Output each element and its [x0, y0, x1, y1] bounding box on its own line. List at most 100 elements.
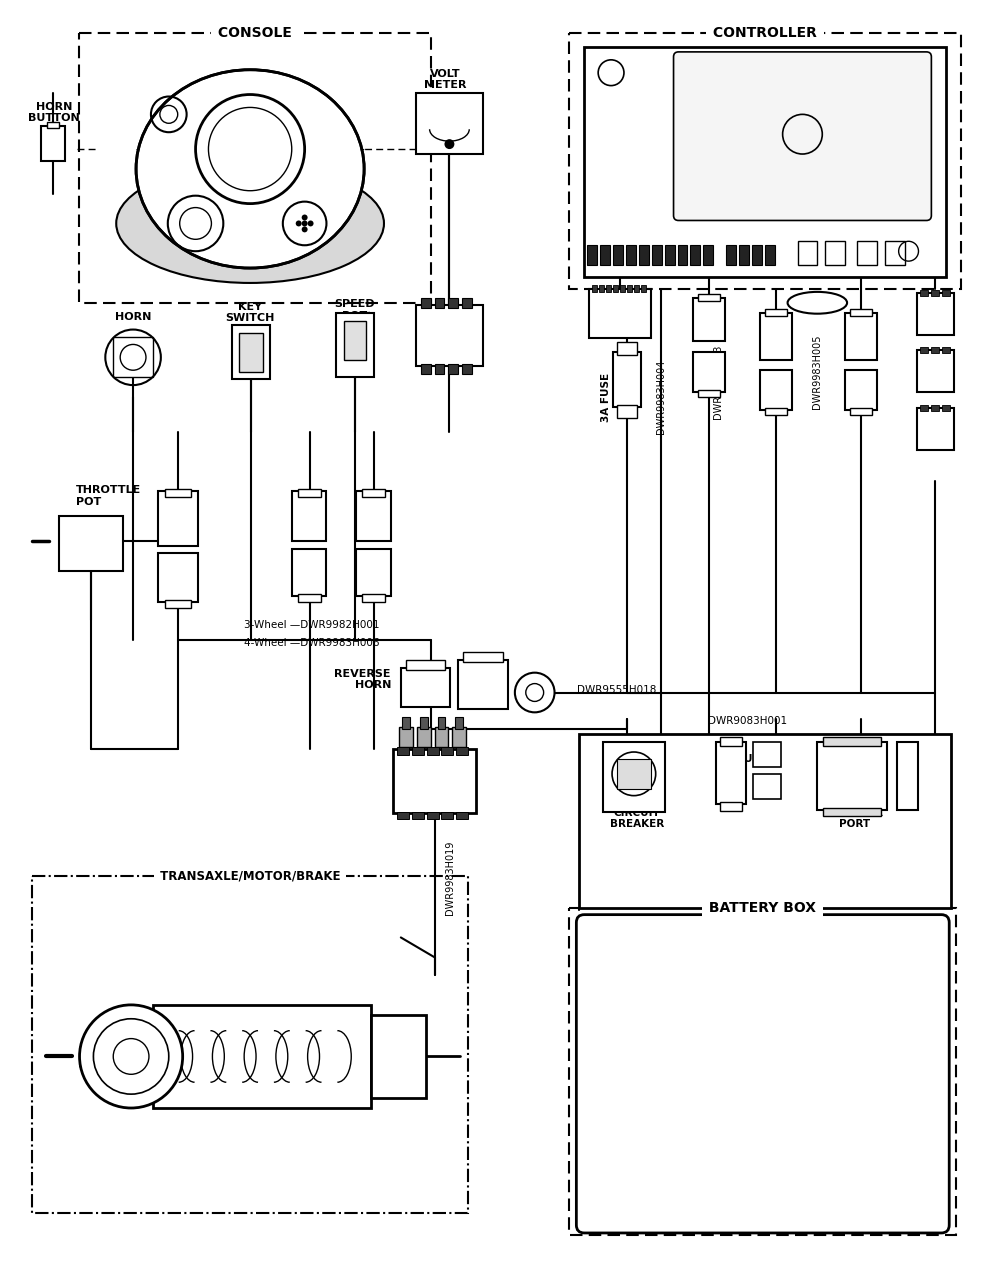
- Polygon shape: [592, 285, 597, 291]
- Polygon shape: [920, 347, 928, 353]
- Polygon shape: [931, 290, 939, 295]
- Polygon shape: [587, 246, 597, 265]
- Polygon shape: [298, 489, 321, 497]
- Text: BATTERY BOX: BATTERY BOX: [704, 901, 821, 915]
- Text: 3-Wheel —DWR9982H001: 3-Wheel —DWR9982H001: [244, 620, 380, 630]
- Polygon shape: [292, 549, 326, 597]
- Polygon shape: [599, 1067, 926, 1126]
- Text: REVERSE
HORN: REVERSE HORN: [334, 669, 391, 691]
- Polygon shape: [362, 489, 385, 497]
- Polygon shape: [920, 290, 928, 295]
- Polygon shape: [613, 352, 641, 407]
- Polygon shape: [292, 492, 326, 541]
- Polygon shape: [344, 321, 366, 360]
- Text: 5A FUSE: 5A FUSE: [718, 754, 768, 764]
- Polygon shape: [739, 246, 749, 265]
- Polygon shape: [462, 298, 472, 308]
- Polygon shape: [438, 717, 445, 730]
- Polygon shape: [401, 668, 450, 707]
- Polygon shape: [613, 285, 618, 291]
- Polygon shape: [402, 717, 410, 730]
- Circle shape: [80, 1005, 183, 1109]
- Polygon shape: [412, 748, 424, 755]
- Circle shape: [308, 220, 314, 227]
- Polygon shape: [603, 742, 665, 811]
- Text: KEY
SWITCH: KEY SWITCH: [225, 302, 275, 323]
- Polygon shape: [427, 811, 439, 820]
- Polygon shape: [920, 405, 928, 411]
- Polygon shape: [693, 352, 725, 392]
- Polygon shape: [393, 749, 476, 813]
- Polygon shape: [462, 365, 472, 374]
- Polygon shape: [726, 246, 736, 265]
- Circle shape: [444, 139, 454, 150]
- Polygon shape: [752, 246, 762, 265]
- Polygon shape: [427, 748, 439, 755]
- Text: SPEED
POT: SPEED POT: [334, 299, 375, 321]
- Polygon shape: [942, 347, 950, 353]
- Text: DWR9083H001: DWR9083H001: [708, 716, 787, 726]
- Circle shape: [302, 227, 308, 232]
- Polygon shape: [47, 123, 59, 128]
- Polygon shape: [765, 246, 775, 265]
- Text: DWR9983H005: DWR9983H005: [812, 334, 822, 409]
- Polygon shape: [678, 246, 687, 265]
- Polygon shape: [435, 365, 444, 374]
- Polygon shape: [624, 977, 718, 1067]
- FancyBboxPatch shape: [576, 915, 949, 1233]
- Polygon shape: [356, 549, 391, 597]
- Polygon shape: [356, 492, 391, 541]
- Polygon shape: [416, 92, 483, 155]
- Polygon shape: [917, 351, 954, 392]
- Polygon shape: [448, 365, 458, 374]
- Text: CIRCUIT
BREAKER: CIRCUIT BREAKER: [610, 807, 664, 829]
- Polygon shape: [825, 241, 845, 265]
- Polygon shape: [397, 748, 409, 755]
- Text: HORN
BUTTON: HORN BUTTON: [28, 101, 80, 123]
- Text: CHARGER
PORT: CHARGER PORT: [827, 807, 883, 829]
- Polygon shape: [720, 737, 742, 746]
- Polygon shape: [760, 370, 792, 411]
- Polygon shape: [406, 660, 445, 670]
- Polygon shape: [589, 289, 651, 338]
- Polygon shape: [634, 285, 639, 291]
- Circle shape: [296, 220, 302, 227]
- Text: DWR9983H004: DWR9983H004: [656, 360, 666, 435]
- Polygon shape: [760, 313, 792, 360]
- Polygon shape: [817, 742, 887, 810]
- Polygon shape: [798, 241, 817, 265]
- Polygon shape: [399, 727, 413, 748]
- Polygon shape: [753, 742, 781, 767]
- Polygon shape: [456, 748, 468, 755]
- Polygon shape: [435, 727, 448, 748]
- Polygon shape: [639, 246, 649, 265]
- Polygon shape: [897, 742, 918, 810]
- Polygon shape: [627, 285, 632, 291]
- Text: TRANSAXLE/MOTOR/BRAKE: TRANSAXLE/MOTOR/BRAKE: [156, 869, 344, 882]
- Text: HORN: HORN: [115, 312, 151, 322]
- FancyBboxPatch shape: [674, 52, 931, 220]
- Polygon shape: [239, 332, 263, 372]
- Polygon shape: [942, 405, 950, 411]
- Ellipse shape: [116, 163, 384, 283]
- Polygon shape: [420, 717, 428, 730]
- Polygon shape: [463, 651, 503, 661]
- Polygon shape: [931, 347, 939, 353]
- Polygon shape: [412, 811, 424, 820]
- Polygon shape: [165, 489, 191, 497]
- Text: 3A FUSE: 3A FUSE: [601, 372, 611, 422]
- Polygon shape: [455, 717, 463, 730]
- Polygon shape: [850, 309, 872, 315]
- Polygon shape: [652, 246, 662, 265]
- Polygon shape: [362, 594, 385, 602]
- Polygon shape: [232, 324, 270, 379]
- Polygon shape: [617, 759, 651, 788]
- Text: TRANSAXLE/MOTOR/BRAKE: TRANSAXLE/MOTOR/BRAKE: [156, 869, 344, 882]
- Polygon shape: [417, 727, 431, 748]
- Polygon shape: [579, 734, 951, 907]
- Polygon shape: [617, 342, 637, 355]
- Polygon shape: [456, 811, 468, 820]
- Polygon shape: [452, 727, 466, 748]
- Polygon shape: [728, 977, 822, 1067]
- Polygon shape: [716, 742, 746, 803]
